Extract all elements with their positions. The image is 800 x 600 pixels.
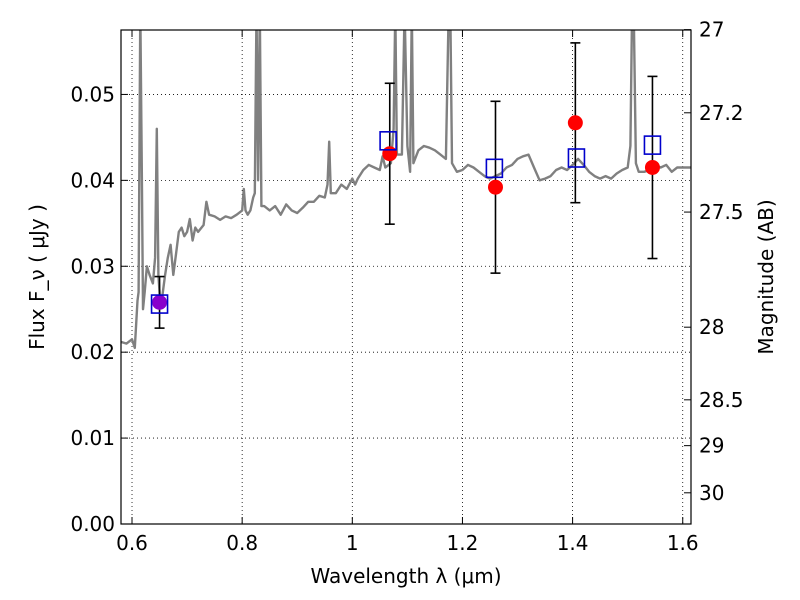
- observed-point: [567, 115, 583, 131]
- model-point: [567, 148, 586, 168]
- y-tick-label: 0.05: [70, 82, 115, 106]
- axis-ticks: 0.6 0.8 1 1.2 1.4 1.6 0.00 0.01 0.02 0.03 0.04 0.05…: [70, 18, 743, 555]
- y-tick-label: 0.00: [70, 512, 115, 536]
- x-tick-label: 0.6: [116, 531, 148, 555]
- observed-point: [382, 146, 398, 162]
- y2-tick-label: 28.5: [699, 388, 744, 412]
- y-tick-label: 0.04: [70, 168, 115, 192]
- spectrum-line: [121, 30, 691, 350]
- y2-tick-label: 27: [699, 18, 724, 42]
- y2-tick-label: 27.5: [699, 200, 744, 224]
- observed-point: [487, 179, 503, 195]
- model-point: [643, 135, 662, 155]
- x-tick-label: 1: [346, 531, 359, 555]
- model-point: [485, 158, 504, 179]
- x-tick-label: 1.2: [447, 531, 479, 555]
- observed-point: [152, 294, 168, 310]
- y-tick-label: 0.03: [70, 254, 115, 278]
- y2-tick-label: 29: [699, 434, 724, 458]
- observed-point: [644, 159, 660, 175]
- y2-tick-label: 28: [699, 315, 724, 339]
- plot-frame: [120, 29, 692, 525]
- y2-tick-label: 30: [699, 481, 724, 505]
- points-layer: [150, 42, 662, 329]
- model-point: [379, 131, 397, 151]
- x-tick-label: 1.6: [667, 531, 699, 555]
- y-tick-label: 0.01: [70, 426, 115, 450]
- y2-axis-label: Magnitude (AB): [754, 199, 778, 354]
- x-tick-label: 0.8: [226, 531, 258, 555]
- x-axis-label: Wavelength λ (μm): [310, 564, 501, 588]
- y-axis-label: Flux F_ν ( μJy ): [25, 204, 49, 350]
- model-point: [150, 294, 169, 314]
- spectrum-layer: [121, 30, 691, 350]
- y-tick-label: 0.02: [70, 340, 115, 364]
- x-tick-label: 1.4: [557, 531, 589, 555]
- y2-tick-label: 27.2: [699, 101, 744, 125]
